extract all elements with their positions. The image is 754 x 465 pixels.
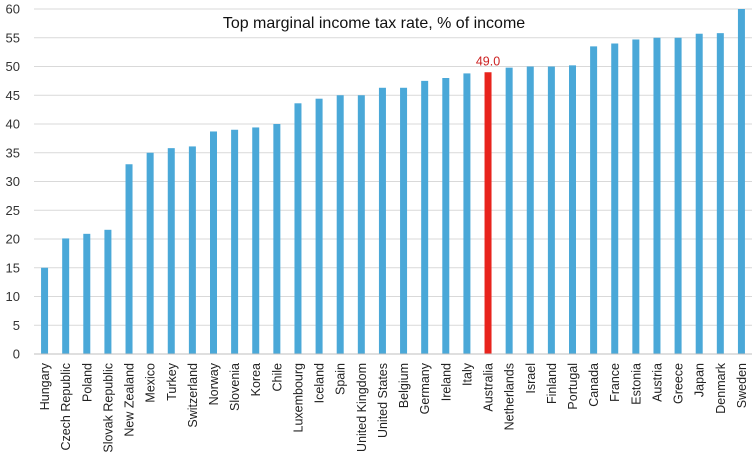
bar [653,37,661,354]
y-tick-label: 45 [6,88,20,103]
x-tick-label: Norway [207,362,221,405]
bar [273,124,281,354]
chart-title: Top marginal income tax rate, % of incom… [223,15,525,32]
bar [611,43,619,354]
bar [737,9,745,354]
y-tick-label: 10 [6,289,20,304]
bar [590,46,598,354]
x-tick-label: Netherlands [503,363,517,430]
bar [442,78,450,354]
y-tick-label: 0 [13,347,20,362]
x-tick-label: United Kingdom [355,363,369,452]
x-tick-label: Ireland [439,363,453,401]
y-tick-label: 40 [6,117,20,132]
x-tick-label: Hungary [38,362,52,410]
highlight-value-label: 49.0 [476,54,500,68]
bar [695,33,703,354]
x-tick-label: Estonia [629,363,643,405]
bar [632,39,640,354]
x-tick-label: Chile [270,363,284,392]
bar [188,146,196,354]
x-tick-label: Sweden [735,363,749,408]
x-tick-label: Czech Republic [59,363,73,451]
bar [547,66,555,354]
bar [421,80,429,354]
bar [104,229,112,354]
x-tick-label: Poland [80,363,94,402]
x-tick-label: Japan [693,363,707,397]
x-tick-label: Switzerland [186,363,200,428]
bar [716,33,724,355]
bar [62,238,70,354]
bar [674,37,682,354]
x-tick-label: Canada [587,363,601,407]
y-tick-label: 30 [6,174,20,189]
bar [505,67,513,355]
y-tick-label: 50 [6,59,20,74]
bar [400,87,408,355]
gridlines [34,8,752,326]
bar [167,148,175,354]
x-tick-label: Spain [334,363,348,395]
y-tick-label: 15 [6,260,20,275]
y-tick-label: 5 [13,318,20,333]
x-tick-label: Turkey [165,362,179,400]
bar [378,87,386,355]
bar [569,65,576,354]
x-tick-label: Australia [482,363,496,412]
x-tick-label: Portugal [566,363,580,410]
y-tick-label: 35 [6,145,20,160]
y-axis-ticks: 0 5 10 15 20 25 30 35 40 45 50 55 60 [6,2,20,362]
bar [463,73,471,355]
x-tick-label: Iceland [313,363,327,403]
x-tick-label: Slovak Republic [101,363,115,453]
bar [315,98,323,354]
bar [146,152,154,354]
x-axis-ticks: Hungary Czech Republic Poland Slovak Republ… [38,362,749,452]
x-tick-label: Denmark [714,362,728,413]
bar [231,129,239,354]
x-tick-label: Luxembourg [291,363,305,433]
x-tick-label: New Zealand [123,363,137,437]
x-tick-label: Finland [545,363,559,404]
x-tick-label: Belgium [397,363,411,408]
bar [336,95,344,354]
bar [526,66,534,354]
x-tick-label: United States [376,363,390,438]
bar [41,267,49,354]
x-tick-label: France [608,363,622,402]
bar [83,233,91,354]
y-tick-label: 20 [6,232,20,247]
x-tick-label: Mexico [144,363,158,403]
bar [294,103,302,354]
x-tick-label: Germany [418,362,432,414]
bars [41,9,745,355]
x-tick-label: Korea [249,363,263,396]
y-tick-label: 55 [6,30,20,45]
x-tick-label: Greece [672,363,686,404]
x-tick-label: Austria [650,363,664,402]
x-tick-label: Italy [460,362,474,386]
x-tick-label: Slovenia [228,363,242,411]
y-tick-label: 25 [6,203,20,218]
y-tick-label: 60 [6,2,20,17]
bar [125,164,133,354]
bar [357,95,365,354]
bar-highlight [484,72,492,354]
x-tick-label: Israel [524,363,538,394]
bar [210,131,217,354]
bar [252,127,260,354]
